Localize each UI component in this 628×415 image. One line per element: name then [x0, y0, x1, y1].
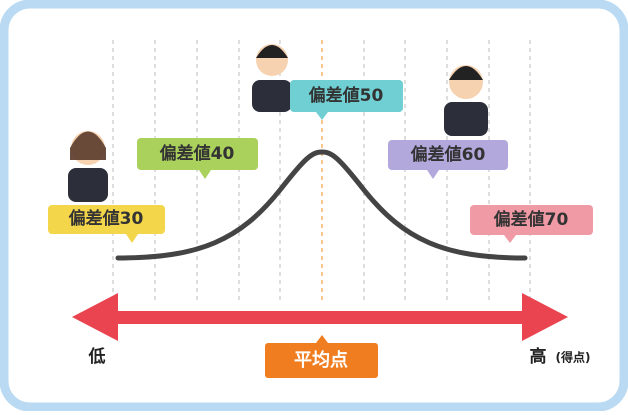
- unit-label: (得点): [556, 350, 591, 365]
- label-text: 偏差値60: [411, 144, 486, 165]
- label-70: [470, 205, 593, 243]
- label-text: 偏差値30: [69, 208, 144, 229]
- average-label: 平均点: [294, 349, 348, 371]
- low-label: 低: [88, 346, 106, 367]
- arrow: [72, 293, 568, 341]
- label-40: [137, 138, 258, 179]
- average-box: [265, 343, 378, 378]
- high-label: 高: [530, 346, 547, 367]
- label-text: 偏差値70: [494, 209, 569, 230]
- label-30: [48, 205, 165, 243]
- label-60: [388, 140, 508, 179]
- average-pointer: [316, 335, 328, 343]
- label-text: 偏差値40: [160, 143, 235, 164]
- label-text: 偏差値50: [309, 85, 384, 106]
- label-50: [290, 80, 403, 120]
- bell-curve: [115, 149, 528, 261]
- students: [68, 44, 488, 202]
